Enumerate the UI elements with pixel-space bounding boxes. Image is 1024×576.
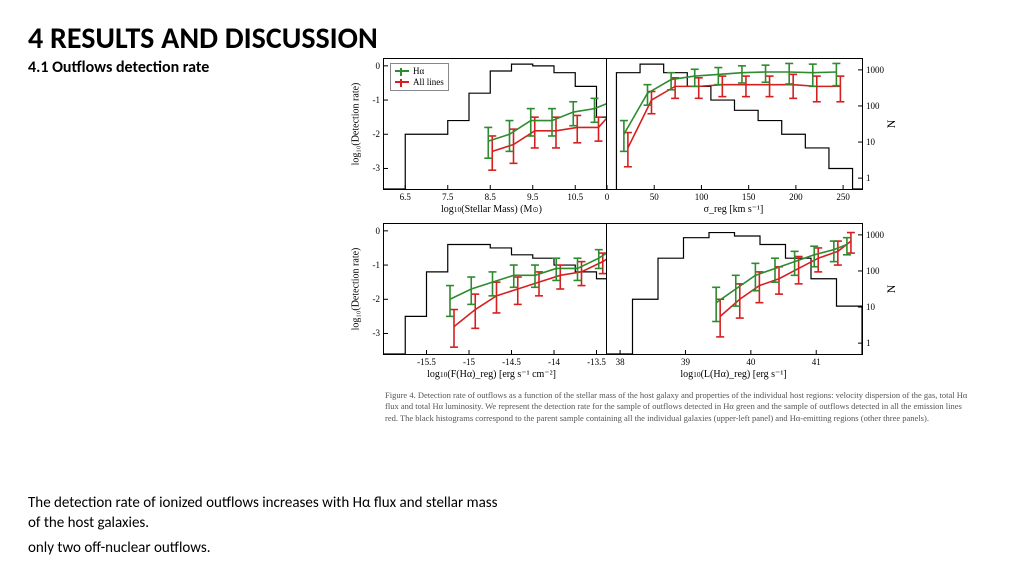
figure-caption: Figure 4. Detection rate of outflows as … <box>345 390 985 424</box>
subsection-title: 4.1 Outflows detection rate <box>28 58 209 77</box>
panel-row-bottom: log₁₀(Detection rate)-3-2-10-15.5-15-14.… <box>345 223 985 380</box>
summary-text-2: only two off-nuclear outflows. <box>28 538 211 558</box>
figure-4: log₁₀(Detection rate)-3-2-106.57.58.59.5… <box>345 58 985 424</box>
panel-bottom-right: N110100100038394041log10(L(Hα)_reg) [erg… <box>606 223 861 380</box>
section-title: 4 RESULTS AND DISCUSSION <box>28 20 378 57</box>
panel-top-left: log₁₀(Detection rate)-3-2-106.57.58.59.5… <box>345 58 600 215</box>
summary-text-1: The detection rate of ionized outflows i… <box>28 493 508 534</box>
panel-bottom-left: log₁₀(Detection rate)-3-2-10-15.5-15-14.… <box>345 223 600 380</box>
panel-row-top: log₁₀(Detection rate)-3-2-106.57.58.59.5… <box>345 58 985 215</box>
panel-top-right: N1101001000050100150200250σ_reg [km s⁻¹] <box>606 58 861 215</box>
